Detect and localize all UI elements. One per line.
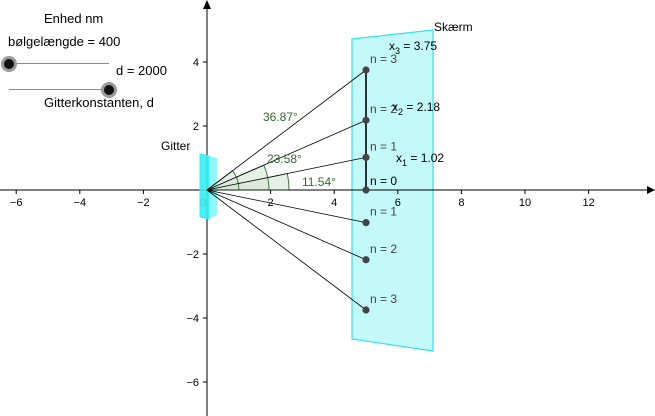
y-tick-label: −6: [186, 377, 199, 389]
unit-label: Enhed nm: [44, 11, 104, 26]
order-point[interactable]: [362, 306, 370, 314]
order-point[interactable]: [362, 153, 370, 161]
order-label: n = 0: [370, 174, 397, 188]
order-point[interactable]: [362, 66, 370, 74]
y-tick-label: −4: [186, 313, 199, 325]
wavelength-slider-handle[interactable]: [1, 56, 17, 72]
order-label: n = 2: [370, 102, 397, 116]
x-readout: x2 = 2.18: [392, 100, 440, 117]
grating-constant-label: Gitterkonstanten, d: [44, 95, 154, 110]
order-label: n = 1: [370, 205, 397, 219]
grating-constant-slider-handle[interactable]: [101, 82, 117, 98]
x-tick-label: 6: [395, 197, 401, 209]
y-tick-label: 2: [193, 121, 199, 133]
x-tick-label: 12: [582, 197, 594, 209]
x-tick-label: 4: [331, 197, 337, 209]
x-readout: x3 = 3.75: [389, 39, 437, 56]
x-tick-label: −4: [74, 197, 87, 209]
angle-label: 23.58°: [267, 152, 302, 166]
diffraction-ray: [206, 189, 367, 224]
order-point[interactable]: [362, 219, 370, 227]
angle-label: 11.54°: [302, 175, 336, 189]
x-tick-label: 8: [458, 197, 464, 209]
x-readout: x1 = 1.02: [396, 151, 444, 168]
diffraction-ray: [206, 189, 367, 261]
grating-constant-value: d = 2000: [116, 63, 167, 78]
order-point[interactable]: [362, 116, 370, 124]
diffraction-ray: [206, 189, 367, 311]
order-point[interactable]: [362, 256, 370, 264]
order-label: n = 3: [370, 292, 397, 306]
grating-label: Gitter: [161, 139, 190, 153]
wavelength-slider-track[interactable]: [9, 63, 109, 64]
x-tick-label: −6: [10, 197, 23, 209]
grating-constant-slider-track[interactable]: [9, 89, 109, 90]
order-label: n = 3: [370, 52, 397, 66]
diffraction-ray: [206, 69, 367, 191]
x-tick-label: 10: [519, 197, 531, 209]
diffraction-ray: [206, 156, 367, 191]
order-label: n = 2: [370, 242, 397, 256]
y-tick-label: −2: [186, 249, 199, 261]
wavelength-slider-label: bølgelængde = 400: [8, 34, 121, 49]
x-tick-label: −2: [137, 197, 150, 209]
screen-label: Skærm: [434, 20, 473, 34]
order-label: n = 1: [370, 139, 397, 153]
order-point[interactable]: [362, 186, 370, 194]
x-axis-arrow: [647, 186, 655, 194]
y-tick-label: 4: [193, 57, 199, 69]
grating-front: [199, 153, 210, 220]
y-axis-arrow: [203, 0, 211, 9]
angle-label: 36.87°: [263, 110, 298, 124]
diffraction-ray: [206, 119, 367, 191]
